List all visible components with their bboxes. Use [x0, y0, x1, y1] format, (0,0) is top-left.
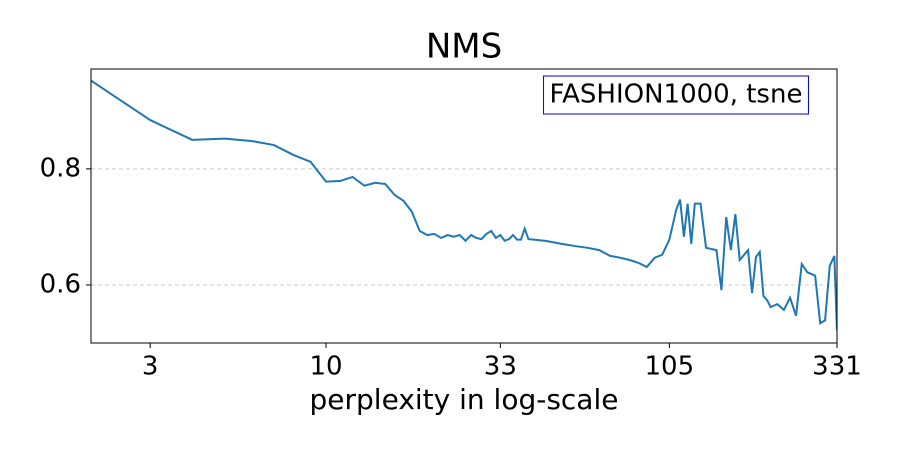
x-tick-label: 33	[484, 352, 517, 382]
annotation-box	[543, 75, 809, 115]
y-tick-label: 0.8	[40, 153, 81, 183]
x-tick-label: 3	[142, 352, 159, 382]
data-line	[91, 79, 837, 331]
y-tick-label: 0.6	[40, 269, 81, 299]
x-tick-label: 10	[309, 352, 342, 382]
annotation: FASHION1000, tsne	[550, 80, 803, 110]
x-tick-label: 331	[812, 352, 862, 382]
plot-frame	[90, 68, 838, 344]
x-tick-label: 105	[645, 352, 695, 382]
x-axis-label: perplexity in log-scale	[310, 383, 619, 416]
chart-title: NMS	[426, 27, 502, 67]
